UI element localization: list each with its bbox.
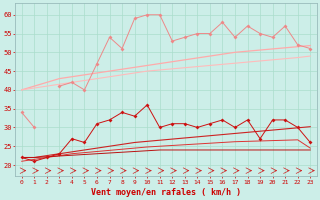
X-axis label: Vent moyen/en rafales ( km/h ): Vent moyen/en rafales ( km/h ) bbox=[91, 188, 241, 197]
